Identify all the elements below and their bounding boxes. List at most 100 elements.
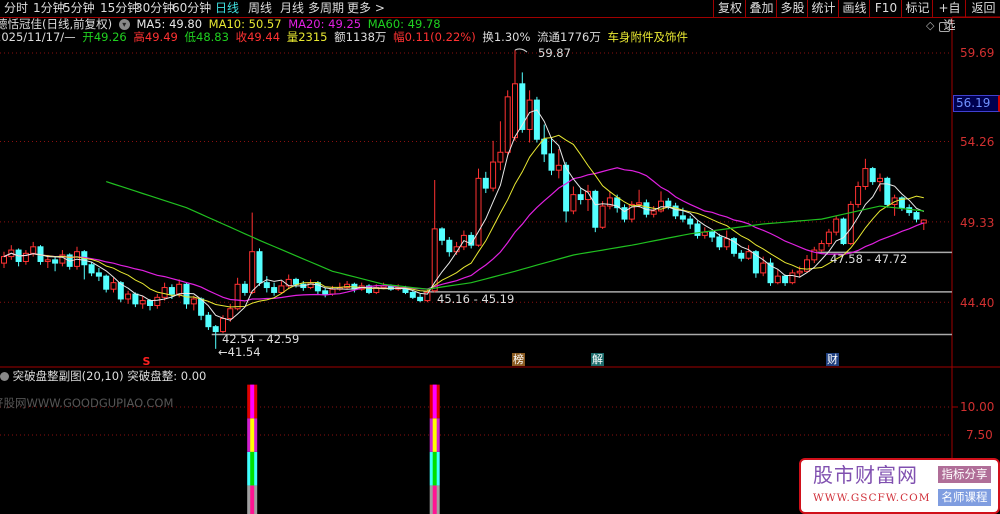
- range3-label: 47.58 - 47.72: [830, 252, 908, 266]
- jie-marker[interactable]: 解: [591, 353, 604, 366]
- candle-down: [782, 275, 789, 284]
- period-tab[interactable]: 月线: [280, 1, 305, 15]
- candle-up: [22, 252, 29, 262]
- ad-url[interactable]: WWW.GSCFW.COM: [813, 492, 931, 504]
- ma60-line: [106, 181, 924, 290]
- indicator-title: 突破盘整副图(20,10): [12, 369, 124, 383]
- candle-up: [227, 308, 234, 320]
- period-tab[interactable]: 更多 >: [347, 1, 385, 15]
- high-price: 高49.49: [133, 30, 178, 44]
- price-tick: 54.26: [960, 135, 995, 149]
- candle-down: [322, 290, 329, 295]
- close-price: 收49.44: [235, 30, 281, 44]
- candle-up: [30, 246, 37, 254]
- period-tab[interactable]: 周线: [248, 1, 273, 15]
- candle-up: [804, 259, 810, 272]
- candle-up: [606, 197, 613, 207]
- candle-up: [344, 283, 351, 289]
- indicator-header: 突破盘整副图(20,10) 突破盘整: 0.00: [0, 369, 206, 383]
- candle-down: [687, 218, 694, 225]
- candle-down: [694, 223, 701, 236]
- candle-down: [898, 197, 905, 209]
- indicator-bar-core: [432, 485, 437, 514]
- candle-down: [482, 177, 489, 189]
- signal-s-marker[interactable]: S: [142, 355, 151, 368]
- toolbar-button[interactable]: 多股: [776, 0, 808, 17]
- toolbar-button[interactable]: F10: [869, 0, 902, 17]
- candle-down: [183, 283, 190, 305]
- candle-down: [614, 197, 621, 209]
- candle-down: [103, 275, 110, 290]
- candle-down: [884, 177, 891, 205]
- candle-down: [366, 285, 372, 293]
- period-tab[interactable]: 日线: [215, 1, 240, 15]
- period-tab[interactable]: 1分钟: [33, 1, 65, 15]
- diamond-icon[interactable]: ◇: [926, 19, 935, 32]
- candle-down: [672, 205, 679, 217]
- toolbar-button[interactable]: 画线: [838, 0, 870, 17]
- candle-up: [555, 164, 562, 171]
- candle-up: [490, 161, 497, 189]
- candle-up: [760, 262, 767, 274]
- indicator-bar-core: [432, 451, 437, 486]
- toolbar-button[interactable]: 标记: [901, 0, 933, 17]
- indicator-bar-core: [250, 418, 255, 452]
- period-tab[interactable]: 分时: [4, 1, 29, 15]
- circle-chevron-down-icon[interactable]: ▾: [118, 19, 130, 30]
- candle-up: [110, 282, 117, 290]
- price-tick: 59.69: [960, 46, 995, 60]
- candle-up: [585, 190, 591, 201]
- candle-down: [621, 207, 628, 220]
- candle-up: [44, 259, 51, 262]
- candle-up: [855, 185, 862, 205]
- candle-up: [774, 275, 781, 284]
- low-range-label: 42.54 - 42.59: [222, 332, 300, 346]
- indicator-dropdown-icon[interactable]: [0, 372, 9, 381]
- candle-down: [731, 238, 737, 254]
- toolbar-button[interactable]: 叠加: [745, 0, 777, 17]
- candle-down: [168, 287, 175, 295]
- candle-up: [220, 318, 226, 333]
- period-tab[interactable]: 15分钟: [100, 1, 140, 15]
- current-price-label: 56.19: [953, 95, 1000, 112]
- period-tab[interactable]: 60分钟: [172, 1, 212, 15]
- candle-up: [1, 256, 7, 264]
- candle-up: [745, 251, 752, 259]
- candle-up: [658, 200, 664, 212]
- teacher-course-button[interactable]: 名师课程: [938, 489, 991, 506]
- panel-toggle-icon[interactable]: [939, 22, 950, 32]
- candle-up: [833, 218, 840, 233]
- period-tab[interactable]: 30分钟: [135, 1, 175, 15]
- candle-down: [446, 239, 453, 253]
- industry-link[interactable]: 车身附件及饰件: [607, 30, 689, 44]
- candle-up: [249, 251, 256, 293]
- candle-down: [212, 326, 219, 333]
- indicator-bar-core: [432, 418, 437, 452]
- candle-up: [125, 293, 132, 300]
- bang-marker[interactable]: 榜: [512, 353, 525, 366]
- ma5-value: MA5: 49.80: [136, 17, 203, 31]
- toolbar-button[interactable]: 统计: [807, 0, 839, 17]
- candle-down: [147, 300, 153, 306]
- cai-marker[interactable]: 财: [826, 353, 839, 366]
- candle-up: [161, 287, 168, 298]
- indicator-share-button[interactable]: 指标分享: [938, 466, 991, 483]
- candle-up: [920, 219, 927, 224]
- period-tab[interactable]: 多周期: [308, 1, 345, 15]
- top-toolbar: 分时 1分钟 5分钟 15分钟 30分钟 60分钟 日线 周线 月线 多周期 更多 > 复权 叠加 多股…: [0, 0, 1000, 32]
- candle-up: [636, 202, 643, 205]
- amount: 额1138万: [334, 30, 387, 44]
- period-tab[interactable]: 5分钟: [63, 1, 95, 15]
- toolbar-button[interactable]: 复权: [713, 0, 746, 17]
- turnover: 换1.30%: [482, 30, 531, 44]
- candle-down: [577, 194, 584, 201]
- ad-banner[interactable]: 股市财富网 WWW.GSCFW.COM 指标分享 名师课程: [799, 458, 1000, 514]
- toolbar-button[interactable]: +自选: [932, 0, 966, 32]
- candle-down: [519, 83, 526, 130]
- candle-down: [716, 236, 723, 248]
- candle-down: [738, 252, 745, 259]
- candle-up: [278, 285, 285, 293]
- toolbar-button[interactable]: 返回: [965, 0, 1000, 17]
- peak-price-label: 59.87: [538, 46, 571, 60]
